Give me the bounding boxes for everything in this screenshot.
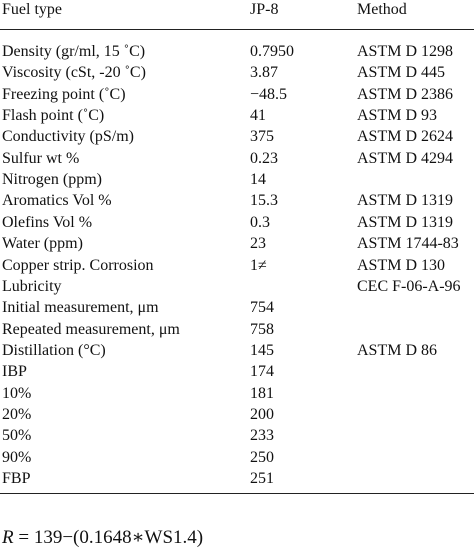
cell: 375: [250, 128, 274, 146]
header-cell: Method: [357, 1, 407, 18]
cell: 23: [250, 235, 266, 253]
cell: 3.87: [250, 64, 278, 82]
formula-lhs: R: [2, 527, 14, 548]
cell: 233: [250, 427, 274, 445]
cell: ASTM D 93: [357, 107, 438, 125]
cell: 250: [250, 448, 274, 466]
cell: ASTM D 1298: [357, 43, 454, 60]
row-label: Aromatics Vol %: [2, 192, 112, 210]
row-label: Lubricity: [2, 277, 62, 295]
cell: ASTM D 86: [357, 341, 438, 359]
cell: 0.23: [250, 149, 278, 167]
row-label: Olefins Vol %: [2, 213, 93, 231]
header-cell: Fuel type: [2, 1, 62, 18]
cell: ASTM D 445: [357, 64, 446, 82]
row-label: IBP: [2, 363, 27, 381]
row-label: 10%: [2, 384, 32, 402]
cell: 200: [250, 405, 274, 423]
row-label: Nitrogen (ppm): [2, 171, 102, 189]
row-label: Freezing point (˚C): [2, 85, 126, 103]
formula-rhs: = 139−(0.1648∗WS1.4): [18, 527, 204, 548]
row-label: Initial measurement, μm: [2, 299, 159, 317]
cell: 15.3: [250, 192, 278, 210]
bottom-rule: [0, 493, 474, 494]
formula: R = 139−(0.1648∗WS1.4): [2, 526, 203, 549]
row-label: 50%: [2, 427, 32, 445]
row-label: Copper strip. Corrosion: [2, 256, 154, 274]
header-rule: [0, 29, 474, 30]
row-label: Density (gr/ml, 15 ˚C): [2, 43, 146, 60]
cell: 181: [250, 384, 274, 402]
row-label: Viscosity (cSt, -20 ˚C): [2, 64, 146, 82]
row-label: 20%: [2, 405, 32, 423]
cell: 41: [250, 107, 266, 125]
cell: 1≠: [250, 256, 267, 274]
row-label: Repeated measurement, μm: [2, 320, 180, 338]
cell: 145: [250, 341, 274, 359]
cell: 14: [250, 171, 266, 189]
cell: ASTM D 2624: [357, 128, 454, 146]
cell: ASTM D 2386: [357, 85, 454, 103]
row-label: Distillation (°C): [2, 341, 106, 359]
cell: ASTM D 4294: [357, 149, 454, 167]
row-label: Conductivity (pS/m): [2, 128, 134, 146]
cell: ASTM 1744-83: [357, 235, 459, 253]
cell: 754: [250, 299, 274, 317]
row-label: FBP: [2, 470, 31, 487]
cell: ASTM D 1319: [357, 213, 454, 231]
cell: −48.5: [250, 85, 288, 103]
cell: ASTM D 130: [357, 256, 446, 274]
row-label: 90%: [2, 448, 32, 466]
cell: 0.7950: [250, 43, 294, 60]
row-label: Water (ppm): [2, 235, 83, 253]
row-label: Flash point (˚C): [2, 107, 105, 125]
row-label: Sulfur wt %: [2, 149, 80, 167]
cell: 174: [250, 363, 274, 381]
cell: 0.3: [250, 213, 270, 231]
cell: ASTM D 1319: [357, 192, 454, 210]
cell: CEC F-06-A-96: [357, 277, 461, 295]
header-cell: JP-8: [250, 1, 279, 18]
cell: 758: [250, 320, 274, 338]
cell: 251: [250, 470, 274, 487]
